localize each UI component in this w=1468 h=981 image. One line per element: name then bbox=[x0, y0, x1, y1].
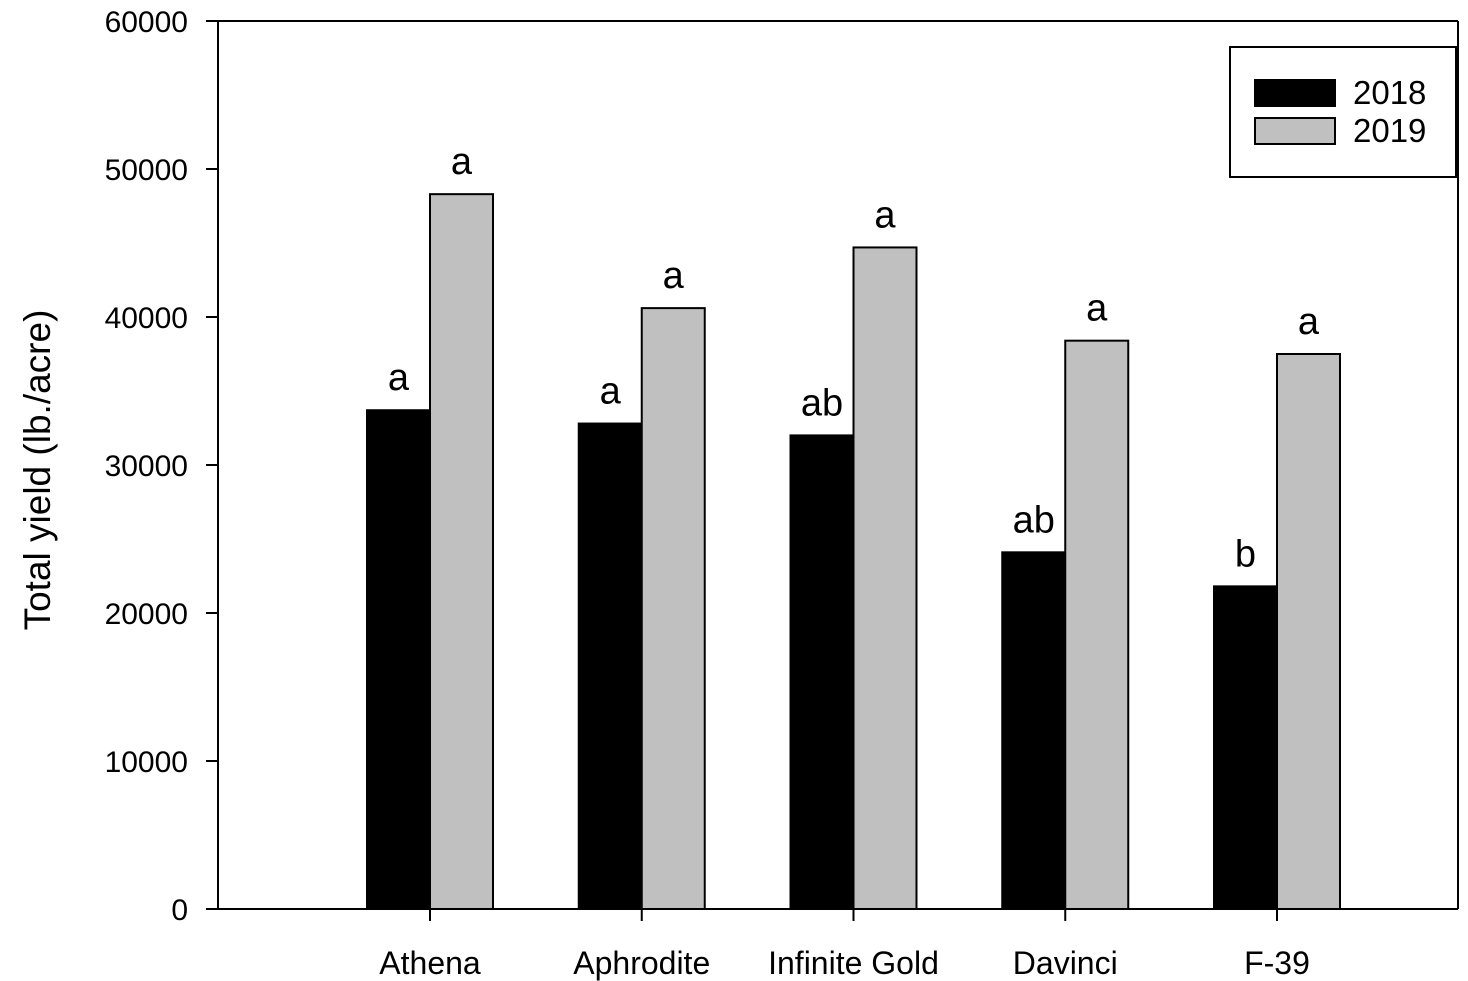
bar-2018 bbox=[1001, 551, 1067, 910]
legend-label: 2019 bbox=[1353, 112, 1426, 149]
y-tick-label: 60000 bbox=[105, 6, 188, 39]
bar-label: a bbox=[1298, 301, 1320, 343]
y-axis-label: Total yield (lb./acre) bbox=[17, 310, 58, 631]
bar-label: ab bbox=[1013, 499, 1055, 541]
x-tick-label: Davinci bbox=[1013, 945, 1118, 981]
x-tick-label: F-39 bbox=[1244, 945, 1310, 981]
y-tick-label: 30000 bbox=[105, 450, 188, 483]
y-axis: 0 10000 20000 30000 40000 50000 60000 bbox=[105, 6, 1459, 927]
bar-label: a bbox=[1086, 288, 1108, 330]
bar-label: a bbox=[663, 255, 685, 297]
bar-2019 bbox=[852, 246, 918, 910]
bar-2018 bbox=[577, 422, 643, 910]
legend-swatch-2019 bbox=[1254, 117, 1336, 145]
bar-2018 bbox=[1213, 585, 1278, 910]
bar-label: a bbox=[600, 371, 622, 413]
y-tick-label: 20000 bbox=[105, 598, 188, 631]
y-tick-label: 40000 bbox=[105, 302, 188, 335]
y-tick-label: 10000 bbox=[105, 746, 188, 779]
y-tick-label: 0 bbox=[171, 894, 188, 927]
y-tick-label: 50000 bbox=[105, 154, 188, 187]
bar-label: a bbox=[874, 194, 896, 236]
x-tick-label: Athena bbox=[379, 945, 481, 981]
legend-swatch-2018 bbox=[1254, 79, 1336, 107]
legend-label: 2018 bbox=[1353, 74, 1426, 111]
bar-label: a bbox=[451, 141, 473, 183]
bar-2018 bbox=[789, 434, 855, 910]
bar-2019 bbox=[429, 193, 494, 911]
bar-label: a bbox=[388, 357, 410, 399]
bar-label: b bbox=[1235, 533, 1256, 575]
bar-2018 bbox=[366, 409, 431, 910]
x-tick-label: Infinite Gold bbox=[768, 945, 939, 981]
x-axis: Athena Aphrodite Infinite Gold Davinci F-39 bbox=[218, 908, 1458, 981]
bars bbox=[366, 193, 1341, 911]
x-tick-label: Aphrodite bbox=[573, 945, 710, 981]
bar-2019 bbox=[1276, 353, 1341, 910]
legend-box bbox=[1229, 46, 1457, 178]
bar-2019 bbox=[640, 307, 706, 910]
bar-2019 bbox=[1064, 339, 1130, 910]
bar-label: ab bbox=[801, 382, 843, 424]
